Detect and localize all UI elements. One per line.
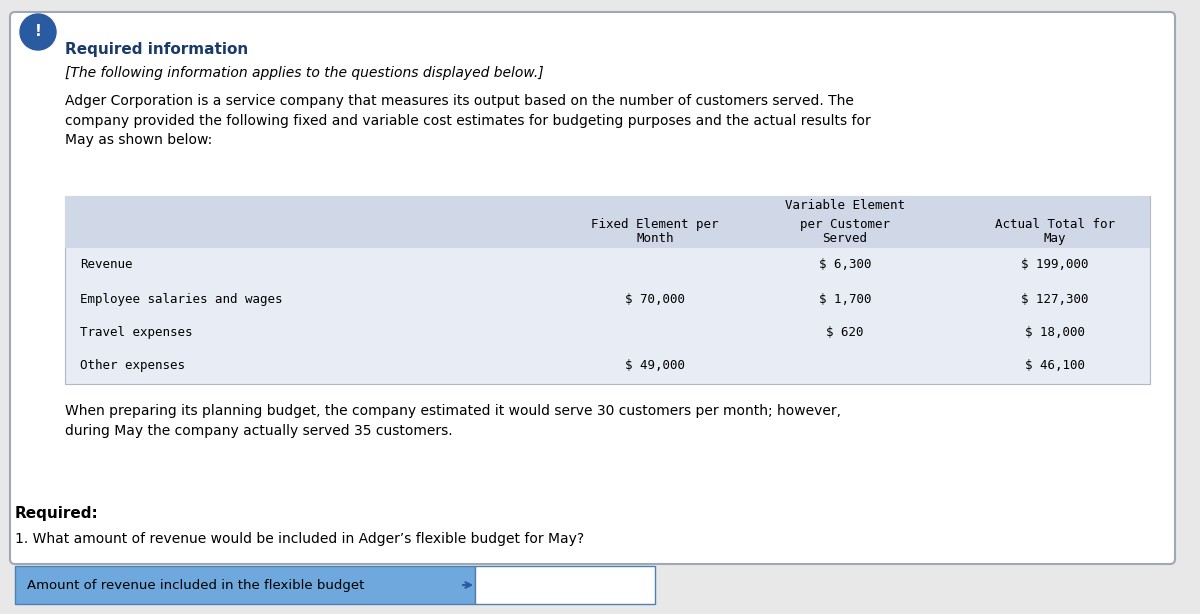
Text: Served: Served xyxy=(822,232,868,245)
Text: Variable Element: Variable Element xyxy=(785,199,905,212)
Text: !: ! xyxy=(35,25,42,39)
FancyBboxPatch shape xyxy=(14,566,475,604)
Text: $ 18,000: $ 18,000 xyxy=(1025,326,1085,339)
Text: Fixed Element per: Fixed Element per xyxy=(592,218,719,231)
Text: $ 199,000: $ 199,000 xyxy=(1021,258,1088,271)
Text: [The following information applies to the questions displayed below.]: [The following information applies to th… xyxy=(65,66,544,80)
Circle shape xyxy=(20,14,56,50)
Text: Travel expenses: Travel expenses xyxy=(80,326,192,339)
Text: Amount of revenue included in the flexible budget: Amount of revenue included in the flexib… xyxy=(28,578,365,591)
Text: May: May xyxy=(1044,232,1067,245)
FancyBboxPatch shape xyxy=(65,196,1150,248)
Text: Adger Corporation is a service company that measures its output based on the num: Adger Corporation is a service company t… xyxy=(65,94,871,147)
Text: Other expenses: Other expenses xyxy=(80,359,185,372)
Text: $ 49,000: $ 49,000 xyxy=(625,359,685,372)
Text: Month: Month xyxy=(636,232,673,245)
FancyBboxPatch shape xyxy=(10,12,1175,564)
Text: $ 620: $ 620 xyxy=(827,326,864,339)
FancyBboxPatch shape xyxy=(65,196,1150,384)
Text: Revenue: Revenue xyxy=(80,258,132,271)
Text: $ 127,300: $ 127,300 xyxy=(1021,293,1088,306)
Text: Required:: Required: xyxy=(14,506,98,521)
Text: Employee salaries and wages: Employee salaries and wages xyxy=(80,293,282,306)
Text: $ 70,000: $ 70,000 xyxy=(625,293,685,306)
Text: When preparing its planning budget, the company estimated it would serve 30 cust: When preparing its planning budget, the … xyxy=(65,404,841,438)
Text: Required information: Required information xyxy=(65,42,248,57)
Text: per Customer: per Customer xyxy=(800,218,890,231)
Text: $ 1,700: $ 1,700 xyxy=(818,293,871,306)
Text: 1. What amount of revenue would be included in Adger’s flexible budget for May?: 1. What amount of revenue would be inclu… xyxy=(14,532,584,546)
Text: $ 46,100: $ 46,100 xyxy=(1025,359,1085,372)
FancyBboxPatch shape xyxy=(475,566,655,604)
Text: Actual Total for: Actual Total for xyxy=(995,218,1115,231)
Text: $ 6,300: $ 6,300 xyxy=(818,258,871,271)
